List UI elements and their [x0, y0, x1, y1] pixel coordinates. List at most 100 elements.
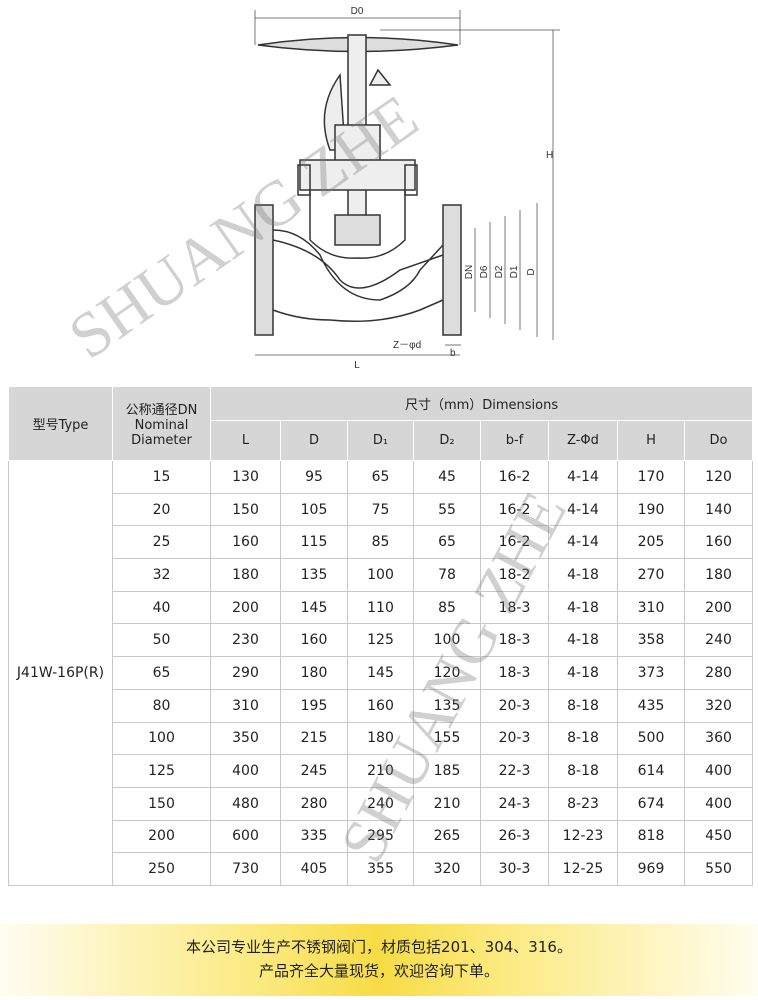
data-cell: 270: [617, 558, 685, 592]
header-cell: 型号Type: [8, 386, 113, 461]
data-cell: 160: [280, 623, 348, 658]
data-cell: 250: [112, 852, 211, 886]
data-cell: 180: [347, 721, 414, 756]
data-cell: 160: [347, 688, 414, 723]
data-cell: 730: [210, 852, 281, 886]
data-cell: 180: [280, 656, 348, 690]
data-cell: 400: [683, 786, 754, 821]
data-cell: 50: [112, 623, 211, 658]
data-cell: 265: [413, 819, 481, 854]
data-cell: 4-18: [548, 590, 618, 625]
data-cell: 210: [347, 754, 414, 788]
data-cell: 280: [683, 656, 754, 690]
data-cell: 140: [683, 492, 754, 527]
data-cell: 16-2: [480, 460, 549, 494]
data-cell: 200: [112, 819, 211, 854]
data-cell: 373: [617, 656, 685, 690]
data-cell: 100: [112, 721, 211, 756]
data-row: 250 730 405 355 320 30-3 12-25 969 550: [9, 852, 754, 886]
data-cell: 105: [280, 492, 348, 527]
data-cell: 170: [617, 460, 685, 494]
data-cell: 145: [280, 590, 348, 625]
data-cell: 15: [112, 460, 211, 494]
data-cell: 245: [280, 754, 348, 788]
column-header: L: [210, 420, 281, 461]
data-cell: 550: [683, 852, 754, 886]
data-cell: 16-2: [480, 525, 549, 560]
footer-line: 产品齐全大量现货，欢迎咨询下单。: [258, 962, 499, 980]
column-header: D: [280, 420, 348, 461]
data-cell: 65: [347, 460, 414, 494]
data-cell: 120: [413, 656, 481, 690]
data-cell: 160: [210, 525, 281, 560]
data-cell: 32: [112, 558, 211, 592]
data-cell: 435: [617, 688, 685, 723]
data-cell: 400: [210, 754, 281, 788]
data-cell: 310: [617, 590, 685, 625]
data-cell: 180: [210, 558, 281, 592]
data-cell: 8-23: [548, 786, 618, 821]
header-text: 公称通径DN: [125, 403, 198, 418]
data-cell: 45: [413, 460, 481, 494]
data-cell: 150: [210, 492, 281, 527]
data-cell: 150: [112, 786, 211, 821]
data-cell: 25: [112, 525, 211, 560]
data-cell: 310: [210, 688, 281, 723]
data-cell: 195: [280, 688, 348, 723]
data-cell: 4-14: [548, 460, 618, 494]
data-cell: 18-3: [480, 656, 549, 690]
data-cell: 110: [347, 590, 414, 625]
footer-line: 本公司专业生产不锈钢阀门，材质包括201、304、316。: [186, 938, 572, 956]
data-cell: 40: [112, 590, 211, 625]
column-header: D₁: [347, 420, 414, 461]
data-cell: 205: [617, 525, 685, 560]
data-cell: 20-3: [480, 721, 549, 756]
data-cell: 100: [347, 558, 414, 592]
data-row: 80 310 195 160 135 20-3 8-18 435 320: [9, 688, 754, 723]
data-cell: 360: [683, 721, 754, 756]
dim-label: H: [546, 150, 553, 161]
spec-table: 型号Type 公称通径DN Nominal Diameter 尺寸（mm）Dimens…: [8, 386, 754, 886]
dim-label: DN: [464, 265, 475, 279]
data-cell: 230: [210, 623, 281, 658]
dim-label: b: [450, 348, 456, 359]
data-cell: 400: [683, 754, 754, 788]
dim-label: D6: [479, 265, 490, 278]
data-cell: 280: [280, 786, 348, 821]
valve-drawing: D0 H DN D6 D2 D1 D Z－φd b L: [254, 6, 560, 371]
data-cell: 4-14: [548, 492, 618, 527]
data-cell: 20-3: [480, 688, 549, 723]
data-row: 25 160 115 85 65 16-2 4-14 205 160: [9, 525, 754, 560]
dim-label: Z－φd: [393, 340, 421, 351]
data-cell: 614: [617, 754, 685, 788]
data-cell: 65: [112, 656, 211, 690]
data-cell: 969: [617, 852, 685, 886]
data-cell: 160: [683, 525, 754, 560]
data-cell: 135: [413, 688, 481, 723]
data-cell: 85: [413, 590, 481, 625]
header-cell: 公称通径DN Nominal Diameter: [112, 386, 211, 461]
data-cell: 200: [210, 590, 281, 625]
model-cell: J41W-16P(R): [8, 460, 113, 886]
data-cell: 65: [413, 525, 481, 560]
data-row: 150 480 280 240 210 24-3 8-23 674 400: [9, 786, 754, 821]
dim-label: L: [354, 360, 360, 371]
data-cell: 8-18: [548, 721, 618, 756]
data-cell: 8-18: [548, 688, 618, 723]
column-header: H: [617, 420, 685, 461]
data-cell: 320: [683, 688, 754, 723]
dim-label: D2: [494, 265, 505, 278]
data-cell: 80: [112, 688, 211, 723]
data-cell: 8-18: [548, 754, 618, 788]
data-cell: 75: [347, 492, 414, 527]
data-cell: 240: [683, 623, 754, 658]
data-cell: 215: [280, 721, 348, 756]
data-cell: 100: [413, 623, 481, 658]
data-cell: 200: [683, 590, 754, 625]
data-cell: 290: [210, 656, 281, 690]
data-cell: 130: [210, 460, 281, 494]
data-cell: 190: [617, 492, 685, 527]
data-row: 20 150 105 75 55 16-2 4-14 190 140: [9, 492, 754, 527]
data-cell: 115: [280, 525, 348, 560]
